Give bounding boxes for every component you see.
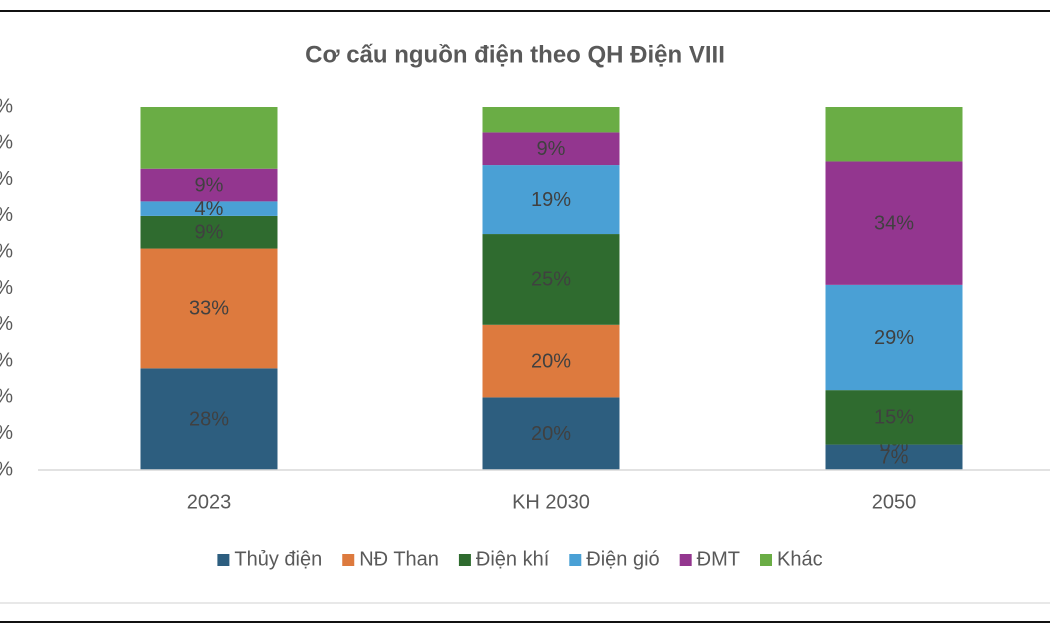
- bar-segment: [140, 368, 278, 470]
- y-tick-label: 20%: [0, 386, 13, 408]
- legend-label: Khác: [777, 548, 823, 570]
- x-tick-label: KH 2030: [512, 491, 590, 513]
- legend-swatch: [458, 554, 471, 566]
- data-label: 9%: [537, 138, 566, 160]
- data-label: 34%: [874, 212, 914, 234]
- legend-swatch: [217, 554, 230, 566]
- bar-segment: [825, 284, 963, 391]
- data-label: 7%: [880, 447, 909, 469]
- bar-segment: [825, 390, 963, 445]
- y-tick-label: 0%: [0, 458, 13, 480]
- x-tick-label: 2050: [872, 491, 917, 513]
- legend-swatch: [342, 554, 355, 566]
- legend-label: ĐMT: [697, 548, 740, 570]
- y-tick-label: 10%: [0, 422, 13, 444]
- bar-segment: [482, 107, 620, 133]
- bar-segment: [140, 107, 278, 169]
- bar-segment: [482, 165, 620, 235]
- chart-title: Cơ cấu nguồn điện theo QH Điện VIII: [305, 41, 725, 68]
- data-label: 9%: [195, 222, 224, 244]
- legend-label: NĐ Than: [359, 548, 439, 570]
- data-label: 28%: [189, 408, 229, 430]
- data-label: 19%: [531, 189, 571, 211]
- y-tick-label: 70%: [0, 204, 13, 226]
- data-label: 33%: [189, 298, 229, 320]
- bar-segment: [482, 132, 620, 166]
- data-label: 29%: [874, 327, 914, 349]
- bar-segment: [140, 168, 278, 202]
- y-tick-label: 100%: [0, 95, 13, 117]
- data-label: 4%: [195, 198, 224, 220]
- legend-label: Điện gió: [586, 548, 659, 570]
- data-label: 20%: [531, 423, 571, 445]
- data-label: 25%: [531, 269, 571, 291]
- y-tick-label: 90%: [0, 132, 13, 154]
- data-label: 15%: [874, 407, 914, 429]
- legend-swatch: [760, 554, 773, 566]
- y-tick-label: 40%: [0, 313, 13, 335]
- legend-swatch: [569, 554, 582, 566]
- bar-segment: [482, 397, 620, 470]
- bar-segment: [482, 234, 620, 325]
- bar-segment: [140, 201, 278, 216]
- bar-segment: [825, 161, 963, 285]
- y-tick-label: 30%: [0, 349, 13, 371]
- bar-segment: [825, 107, 963, 162]
- y-tick-label: 50%: [0, 277, 13, 299]
- legend-swatch: [679, 554, 692, 566]
- legend-label: Điện khí: [476, 548, 550, 570]
- y-tick-label: 80%: [0, 168, 13, 190]
- x-tick-label: 2023: [187, 491, 232, 513]
- data-label: 9%: [195, 174, 224, 196]
- bar-segment: [825, 444, 963, 470]
- y-tick-label: 60%: [0, 240, 13, 262]
- bar-segment: [140, 215, 278, 249]
- bar-segment: [482, 324, 620, 398]
- bar-segment: [140, 248, 278, 369]
- data-label: 20%: [531, 350, 571, 372]
- legend-label: Thủy điện: [234, 548, 322, 570]
